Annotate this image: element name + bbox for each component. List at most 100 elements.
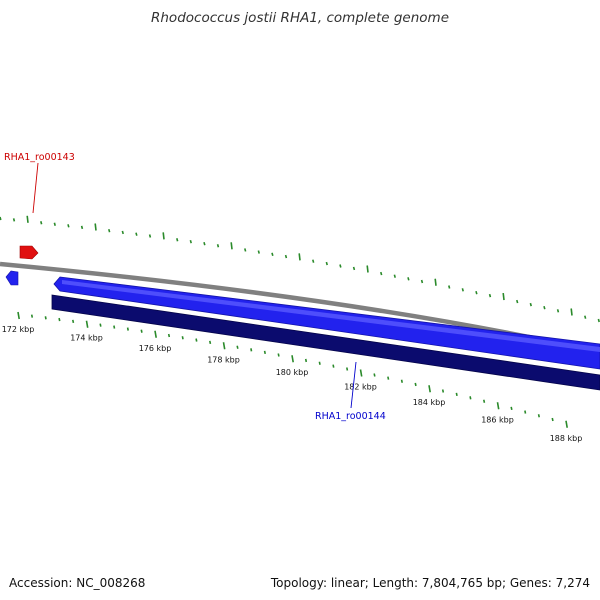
scale-minor-tick (167, 333, 171, 338)
scale-minor-tick (373, 373, 376, 377)
scale-minor-tick (181, 336, 184, 340)
gc-tick (176, 238, 179, 242)
scale-major-tick (359, 369, 363, 377)
scale-tick-label: 174 kbp (70, 334, 103, 343)
scale-minor-tick (414, 382, 417, 387)
scale-minor-tick (537, 414, 540, 418)
scale-minor-tick (551, 417, 554, 422)
scale-minor-tick (332, 364, 335, 368)
scale-minor-tick (387, 376, 390, 380)
gc-tick (325, 261, 328, 266)
gc-tick (339, 264, 342, 268)
scale-major-tick (496, 402, 500, 410)
gene-small-blue-arrow[interactable] (5, 270, 19, 286)
scale-minor-tick (250, 348, 253, 352)
scale-minor-tick (304, 358, 308, 363)
gc-tick (162, 232, 165, 240)
scale-minor-tick (483, 399, 486, 403)
scale-minor-tick (263, 350, 266, 355)
scale-tick-label: 180 kbp (276, 368, 309, 377)
scale-minor-tick (236, 345, 239, 349)
scale-major-tick (428, 385, 431, 393)
scale-minor-tick (455, 392, 458, 397)
scale-major-tick (17, 311, 20, 320)
scale-tick-label: 184 kbp (413, 398, 446, 407)
label-leader-ro00143 (32, 162, 39, 214)
gc-tick (529, 302, 532, 307)
gc-tick (284, 254, 288, 259)
gc-tick (80, 225, 84, 230)
scale-tick-label: 178 kbp (207, 355, 240, 364)
scale-minor-tick (209, 340, 212, 345)
gc-tick (434, 278, 437, 286)
gc-tick (148, 234, 152, 238)
scale-minor-tick (58, 317, 61, 322)
scale-minor-tick (510, 406, 513, 411)
gc-tick (257, 250, 260, 254)
scale-major-tick (154, 330, 157, 338)
scale-minor-tick (126, 327, 129, 331)
gc-tick (475, 290, 478, 295)
gc-tick (121, 230, 124, 235)
scale-minor-tick (441, 389, 445, 393)
scale-tick-label: 188 kbp (550, 434, 583, 443)
scale-minor-tick (400, 379, 403, 383)
gene-label-ro00144[interactable]: RHA1_ro00144 (315, 411, 386, 422)
gc-tick (108, 229, 111, 233)
gc-tick (94, 223, 97, 231)
scale-minor-tick (140, 329, 143, 333)
scale-tick-label: 186 kbp (481, 415, 514, 424)
gene-reverse-arrow[interactable] (51, 294, 600, 391)
gc-tick (312, 259, 315, 263)
scale-minor-tick (277, 353, 280, 357)
gene-label-ro00143[interactable]: RHA1_ro00143 (4, 152, 75, 163)
accession-text: Accession: NC_008268 (9, 576, 146, 590)
gene-forward-highlight (62, 280, 600, 352)
scale-major-tick (565, 420, 568, 428)
gc-tick (488, 293, 492, 298)
gc-tick (556, 309, 560, 313)
gc-tick (216, 244, 220, 248)
scale-minor-tick (346, 367, 349, 371)
gc-tick (53, 222, 56, 226)
gc-tick (230, 242, 233, 250)
map-title: Rhodococcus jostii RHA1, complete genome (151, 10, 449, 26)
gc-tick (40, 221, 43, 225)
scale-minor-tick (469, 396, 472, 400)
gc-tick (12, 218, 16, 222)
scale-tick-label: 176 kbp (139, 344, 172, 353)
gc-tick (0, 216, 2, 221)
gc-tick (67, 224, 70, 228)
gc-tick (271, 252, 274, 257)
gc-tick (516, 299, 519, 304)
gene-ro00143-arrow[interactable] (19, 245, 39, 260)
scale-minor-tick (30, 314, 34, 318)
gc-tick (502, 292, 505, 301)
scale-major-tick (85, 320, 89, 328)
gc-tick (543, 305, 546, 310)
gc-tick (244, 248, 247, 252)
scale-minor-tick (318, 361, 321, 365)
gc-tick (393, 274, 396, 278)
scale-minor-tick (113, 325, 116, 329)
scale-minor-tick (195, 338, 198, 342)
gc-tick (203, 241, 206, 246)
gc-tick (584, 315, 587, 319)
gc-tick (189, 240, 192, 244)
gc-tick (366, 265, 369, 273)
scale-minor-tick (524, 410, 527, 414)
scale-major-tick (222, 342, 226, 350)
gc-tick (597, 318, 600, 323)
gc-tick (407, 277, 410, 281)
gc-tick (420, 279, 424, 284)
gc-track-upper (0, 215, 600, 323)
gc-tick (570, 308, 573, 316)
gc-tick (352, 266, 356, 271)
gc-tick (26, 215, 29, 223)
scale-axis: 172 kbp 174 kbp 176 kbp 178 kbp 180 kbp 182 k… (2, 311, 583, 443)
scale-minor-tick (72, 319, 75, 324)
gc-tick (461, 288, 464, 292)
scale-minor-tick (99, 323, 102, 327)
label-leader-ro00144 (350, 361, 357, 409)
